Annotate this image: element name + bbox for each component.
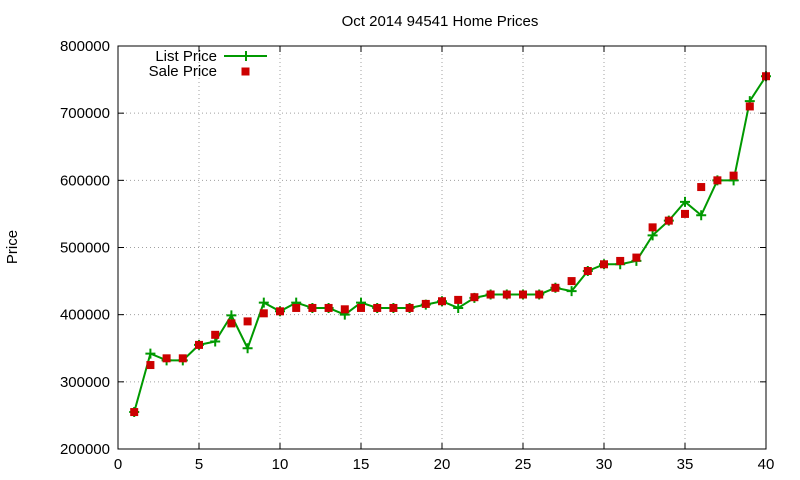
legend: List Price Sale Price bbox=[149, 48, 267, 80]
y-tick-label: 500000 bbox=[60, 240, 110, 257]
sale-price-point bbox=[357, 303, 365, 312]
sale-price-point bbox=[308, 303, 317, 312]
x-tick-label: 10 bbox=[272, 456, 289, 473]
sale-price-point bbox=[292, 303, 301, 312]
list-price-point bbox=[696, 210, 707, 221]
sale-price-point bbox=[405, 303, 414, 312]
sale-price-point bbox=[276, 307, 284, 316]
sale-price-point bbox=[470, 293, 479, 302]
sale-price-point bbox=[146, 361, 155, 370]
sale-price-point bbox=[713, 176, 722, 185]
list-price-point bbox=[258, 297, 269, 308]
sale-price-point bbox=[697, 183, 706, 192]
list-price-point bbox=[145, 348, 156, 359]
plot-frame bbox=[117, 45, 767, 450]
sale-price-point bbox=[340, 305, 349, 314]
sale-price-point bbox=[178, 354, 187, 363]
y-tick-label: 300000 bbox=[60, 374, 110, 391]
legend-label-sale-price: Sale Price bbox=[149, 63, 217, 80]
sale-price-point bbox=[616, 256, 625, 265]
sale-price-point bbox=[551, 283, 560, 292]
y-tick-label: 400000 bbox=[60, 307, 110, 324]
sale-price-point bbox=[227, 319, 236, 328]
x-tick-label: 30 bbox=[596, 456, 613, 473]
list-price-point bbox=[242, 343, 253, 354]
x-tick-label: 35 bbox=[677, 456, 694, 473]
sale-price-point bbox=[681, 209, 689, 218]
y-tick-label: 200000 bbox=[60, 441, 110, 458]
sale-price-point bbox=[535, 290, 544, 299]
sale-price-point bbox=[162, 354, 171, 363]
sale-price-point bbox=[567, 277, 576, 286]
sale-price-point bbox=[195, 340, 203, 349]
x-tick-label: 5 bbox=[195, 456, 203, 473]
list-price-point bbox=[566, 286, 577, 297]
legend-marker-list-price bbox=[241, 51, 251, 61]
x-tick-label: 25 bbox=[515, 456, 532, 473]
list-price-point bbox=[226, 310, 237, 321]
sale-price-point bbox=[243, 317, 252, 326]
y-tick-label: 700000 bbox=[60, 105, 110, 122]
gridlines bbox=[118, 46, 766, 449]
sale-price-point bbox=[486, 290, 495, 299]
x-tick-label: 20 bbox=[434, 456, 451, 473]
list-price-point bbox=[680, 196, 690, 207]
data-series bbox=[129, 71, 771, 418]
y-tick-label: 800000 bbox=[60, 38, 110, 55]
x-tick-label: 40 bbox=[758, 456, 775, 473]
sale-price-point bbox=[373, 303, 382, 312]
sale-price-point bbox=[211, 330, 220, 339]
sale-price-point bbox=[648, 223, 657, 232]
legend-marker-sale-price bbox=[241, 67, 250, 76]
sale-price-point bbox=[632, 253, 641, 262]
sale-price-point bbox=[130, 408, 139, 417]
sale-price-point bbox=[745, 102, 754, 111]
sale-price-point bbox=[389, 303, 398, 312]
sale-price-point bbox=[664, 216, 673, 225]
y-tick-label: 600000 bbox=[60, 172, 110, 189]
sale-price-point bbox=[502, 290, 511, 299]
x-tick-label: 15 bbox=[353, 456, 370, 473]
y-axis-label: Price bbox=[4, 230, 21, 264]
axis-ticks: 0 5 10 15 20 25 30 35 40 200000 300000 400000 500000… bbox=[60, 38, 774, 473]
x-tick-label: 0 bbox=[114, 456, 122, 473]
sale-price-point bbox=[600, 260, 608, 269]
sale-price-point bbox=[729, 171, 738, 180]
sale-price-point bbox=[454, 295, 463, 304]
list-price-point bbox=[453, 302, 464, 313]
list-price-point bbox=[647, 230, 658, 241]
chart-title: Oct 2014 94541 Home Prices bbox=[342, 13, 539, 30]
sale-price-point bbox=[259, 309, 268, 318]
sale-price-point bbox=[421, 299, 430, 308]
sale-price-point bbox=[324, 303, 333, 312]
list-price-line bbox=[133, 75, 767, 413]
sale-price-point bbox=[583, 267, 592, 276]
sale-price-point bbox=[519, 290, 527, 299]
sale-price-point bbox=[438, 297, 446, 306]
legend-label-list-price: List Price bbox=[155, 48, 217, 65]
